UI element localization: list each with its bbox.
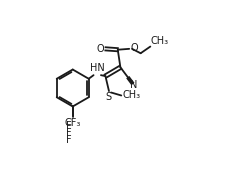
Text: CH₃: CH₃: [122, 90, 140, 100]
Text: F: F: [66, 135, 72, 145]
Text: F: F: [66, 121, 72, 131]
Text: S: S: [105, 92, 111, 102]
Text: CF₃: CF₃: [64, 118, 81, 128]
Text: HN: HN: [90, 63, 104, 73]
Text: CH₃: CH₃: [151, 36, 169, 46]
Text: N: N: [130, 80, 138, 90]
Text: O: O: [96, 44, 104, 54]
Text: F: F: [66, 128, 72, 139]
Text: O: O: [130, 43, 138, 53]
